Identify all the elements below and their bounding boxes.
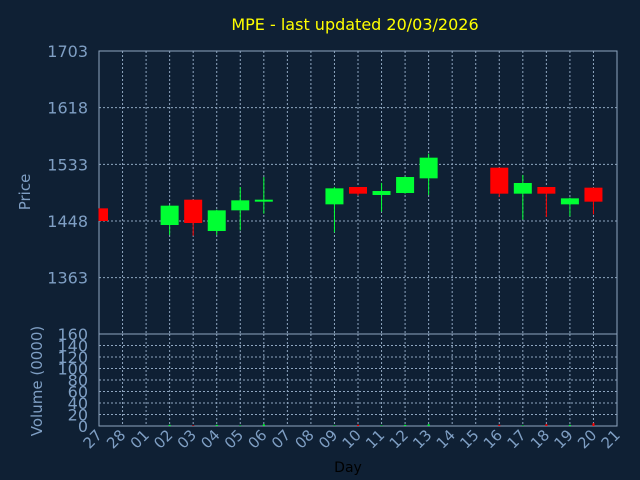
volume-bar	[357, 424, 359, 426]
volume-bar	[545, 424, 548, 426]
price-tick-label: 1363	[47, 269, 88, 288]
volume-bar	[592, 423, 595, 426]
candle-body	[490, 167, 509, 194]
candle-body	[325, 188, 344, 205]
candle-body	[160, 205, 179, 226]
day-axis-label: Day	[334, 460, 362, 476]
volume-tick-label: 80	[68, 371, 88, 390]
candle-body	[584, 187, 603, 202]
volume-tick-label: 0	[78, 417, 88, 436]
candle-body	[207, 210, 226, 232]
volume-bar	[521, 425, 524, 426]
volume-tick-label: 40	[68, 394, 88, 413]
candle-body	[254, 199, 273, 202]
volume-tick-label: 60	[68, 383, 88, 402]
volume-bar	[192, 425, 195, 426]
volume-bar	[427, 424, 430, 426]
volume-bar	[333, 425, 336, 426]
volume-bar	[215, 424, 218, 426]
volume-tick-label: 160	[57, 325, 88, 344]
volume-bar	[239, 425, 242, 426]
candle-body	[419, 157, 438, 179]
candle-body	[184, 199, 203, 224]
price-panel: 1703 1618 1533 1448 1363	[47, 42, 618, 335]
volume-bar	[404, 424, 407, 426]
volume-bar	[168, 424, 171, 426]
candle-body	[537, 187, 556, 194]
volume-bar	[498, 424, 501, 426]
candle-body	[231, 200, 250, 211]
price-tick-label: 1618	[47, 99, 88, 118]
candle-body	[396, 177, 415, 194]
volume-axis-label: Volume (0000)	[28, 326, 46, 436]
volume-bar	[262, 424, 265, 426]
volume-tick-label: 120	[57, 348, 88, 367]
volume-tick-label: 100	[57, 360, 88, 379]
candle-body	[513, 183, 532, 194]
volume-bar	[568, 424, 571, 426]
chart-title: MPE - last updated 20/03/2026	[231, 15, 478, 34]
volume-tick-label: 20	[68, 406, 88, 425]
price-axis-label: Price	[16, 174, 34, 211]
candle-body	[99, 208, 108, 222]
candle-body	[560, 198, 579, 205]
volume-tick-label: 140	[57, 337, 88, 356]
price-tick-label: 1533	[47, 155, 88, 174]
candle-body	[349, 187, 367, 194]
candle-body	[372, 191, 391, 196]
volume-bar	[380, 425, 383, 426]
price-tick-label: 1703	[47, 42, 88, 61]
price-tick-label: 1448	[47, 212, 88, 231]
